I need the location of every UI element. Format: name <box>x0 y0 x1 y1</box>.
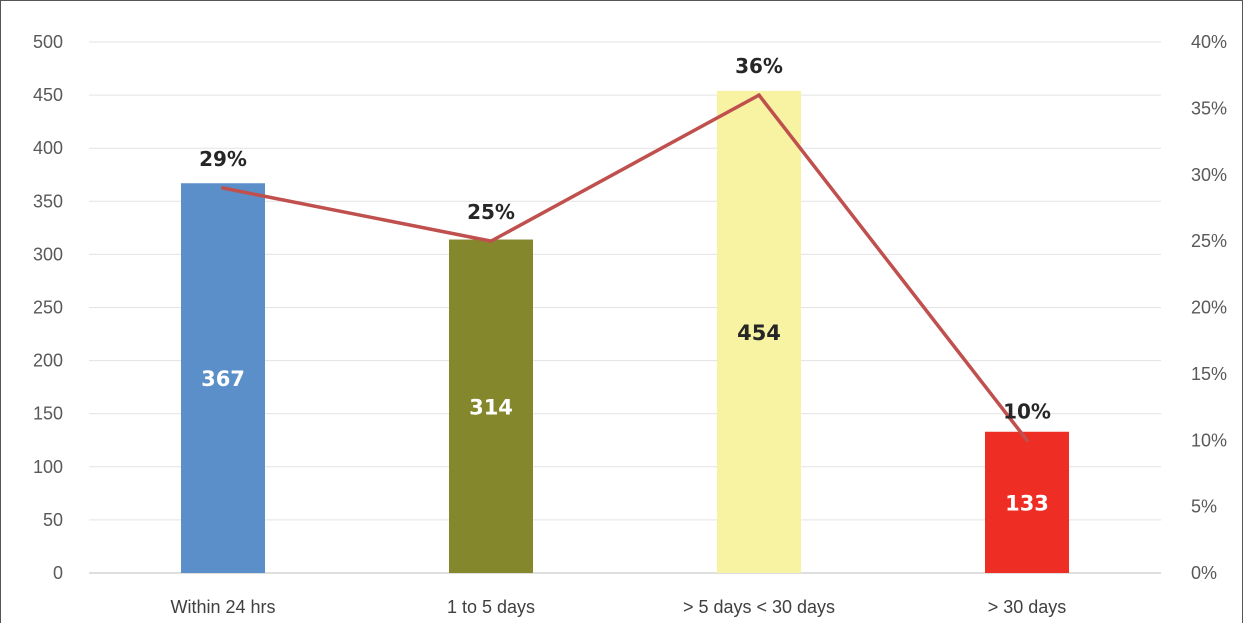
category-label: > 30 days <box>988 597 1067 617</box>
bar <box>449 239 533 574</box>
bar <box>985 431 1069 573</box>
gridlines <box>89 41 1161 574</box>
line-value-label: 36% <box>735 54 783 78</box>
bar-value-label: 367 <box>201 367 245 391</box>
right-axis-tick-label: 0% <box>1191 563 1217 583</box>
right-axis-tick-label: 20% <box>1191 298 1227 318</box>
right-axis-tick-label: 5% <box>1191 497 1217 517</box>
left-axis-tick-label: 450 <box>33 85 63 105</box>
left-axis: 0 50 100 150 200 250 300 350 400 450 500 <box>33 32 63 583</box>
left-axis-tick-label: 0 <box>53 563 63 583</box>
category-label: 1 to 5 days <box>447 597 535 617</box>
line-value-label: 25% <box>467 200 515 224</box>
right-axis-tick-label: 10% <box>1191 430 1227 450</box>
category-label: > 5 days < 30 days <box>683 597 835 617</box>
line-value-label: 10% <box>1003 399 1051 423</box>
left-axis-tick-label: 300 <box>33 244 63 264</box>
right-axis-tick-label: 35% <box>1191 98 1227 118</box>
right-axis-tick-label: 40% <box>1191 32 1227 52</box>
right-axis-tick-label: 15% <box>1191 364 1227 384</box>
right-axis: 0% 5% 10% 15% 20% 25% 30% 35% 40% <box>1191 32 1227 583</box>
left-axis-tick-label: 400 <box>33 138 63 158</box>
line-point <box>1025 438 1029 443</box>
left-axis-tick-label: 500 <box>33 32 63 52</box>
line-point <box>221 186 225 190</box>
left-axis-tick-label: 200 <box>33 351 63 371</box>
right-axis-tick-label: 25% <box>1191 231 1227 251</box>
bar <box>181 183 265 573</box>
left-axis-tick-label: 150 <box>33 404 63 424</box>
line-point <box>757 93 761 97</box>
left-axis-tick-label: 50 <box>43 510 63 530</box>
line-series-path <box>221 93 1029 442</box>
line-point <box>489 239 493 243</box>
left-axis-tick-label: 100 <box>33 457 63 477</box>
bar-value-label: 133 <box>1005 491 1049 515</box>
right-axis-tick-label: 30% <box>1191 165 1227 185</box>
bar-value-label: 454 <box>737 321 781 345</box>
bar-series <box>181 90 1069 574</box>
category-label: Within 24 hrs <box>170 597 275 617</box>
left-axis-tick-label: 250 <box>33 298 63 318</box>
left-axis-tick-label: 350 <box>33 191 63 211</box>
x-axis: Within 24 hrs 1 to 5 days > 5 days < 30 da… <box>170 597 1066 617</box>
data-labels: 367 314 454 133 29% 25% 36% 10% <box>199 54 1051 515</box>
bar-value-label: 314 <box>469 395 513 419</box>
line-value-label: 29% <box>199 147 247 171</box>
bar <box>717 90 801 574</box>
line-series <box>221 93 1029 443</box>
